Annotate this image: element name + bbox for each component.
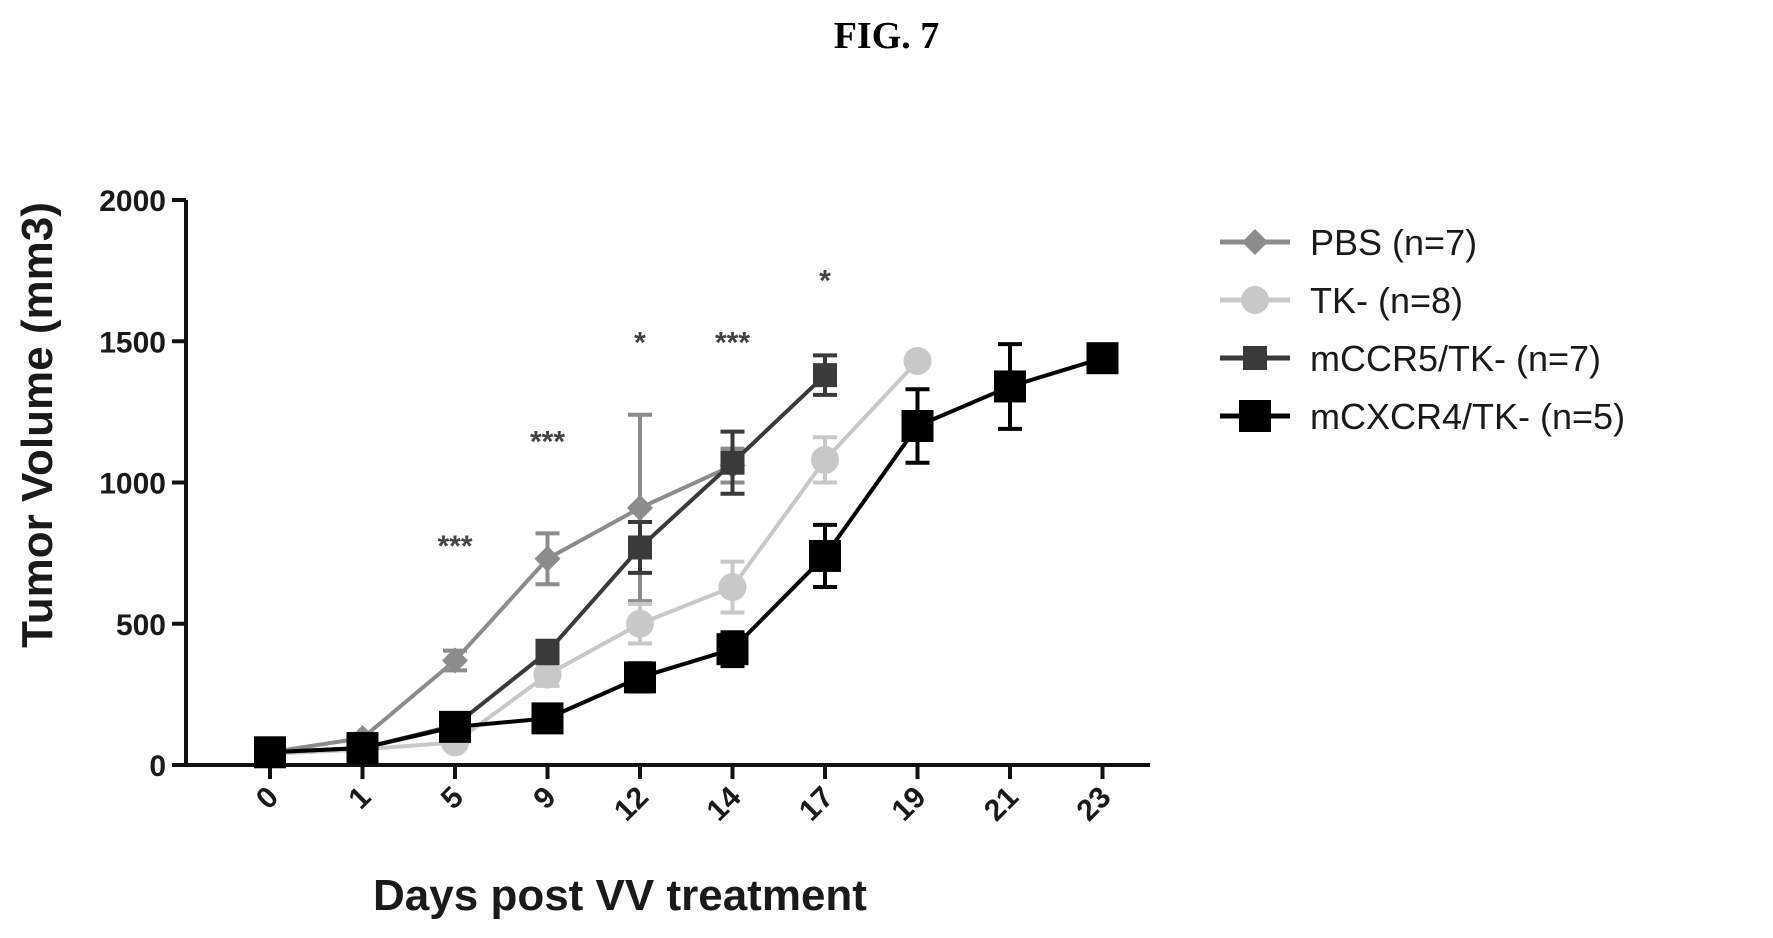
x-ticks: 0 1 5 9 12 14 17 19 21 23 — [250, 765, 1118, 828]
x-axis-title: Days post VV treatment — [373, 871, 867, 920]
data-point-marker — [628, 535, 652, 559]
legend-label: mCXCR4/TK- (n=5) — [1310, 396, 1625, 437]
data-point-marker — [627, 495, 653, 521]
data-point-marker — [1239, 400, 1271, 432]
legend-item: mCCR5/TK- (n=7) — [1220, 338, 1601, 379]
legend-label: TK- (n=8) — [1310, 280, 1463, 321]
series-1 — [257, 415, 746, 766]
significance-label: *** — [437, 530, 472, 563]
data-point-marker — [904, 347, 932, 375]
data-point-marker — [1241, 286, 1269, 314]
series-group — [254, 342, 1119, 768]
x-tick-label: 14 — [701, 780, 748, 827]
data-point-marker — [994, 370, 1026, 402]
x-tick-label: 17 — [793, 781, 840, 828]
data-point-marker — [721, 451, 745, 475]
significance-label: * — [819, 264, 831, 297]
data-point-marker — [902, 410, 934, 442]
significance-label: *** — [715, 327, 750, 360]
data-point-marker — [809, 540, 841, 572]
series-line — [270, 358, 1103, 752]
legend-item: PBS (n=7) — [1220, 222, 1477, 263]
legend-label: PBS (n=7) — [1310, 222, 1477, 263]
x-tick-label: 23 — [1071, 781, 1118, 828]
legend-item: mCXCR4/TK- (n=5) — [1220, 396, 1625, 437]
data-point-marker — [532, 702, 564, 734]
data-point-marker — [811, 446, 839, 474]
x-tick-label: 0 — [250, 781, 285, 816]
data-point-marker — [439, 711, 471, 743]
x-tick-label: 19 — [886, 781, 933, 828]
significance-label: *** — [530, 425, 565, 458]
significance-label: * — [634, 327, 646, 360]
y-tick-label: 0 — [149, 750, 166, 783]
data-point-marker — [626, 610, 654, 638]
axes: 0 500 1000 1500 2000 0 1 5 9 12 14 17 19 21 23 — [99, 185, 1150, 828]
y-axis-title: Tumor Volume (mm3) — [13, 202, 62, 648]
data-point-marker — [717, 633, 749, 665]
y-tick-label: 1000 — [99, 468, 166, 501]
data-point-marker — [624, 661, 656, 693]
data-point-marker — [1243, 346, 1267, 370]
y-tick-label: 1500 — [99, 326, 166, 359]
x-tick-label: 1 — [342, 781, 377, 816]
data-point-marker — [347, 732, 379, 764]
y-tick-label: 2000 — [99, 185, 166, 218]
data-point-marker — [813, 363, 837, 387]
x-tick-label: 9 — [527, 781, 562, 816]
data-point-marker — [536, 640, 560, 664]
legend-label: mCCR5/TK- (n=7) — [1310, 338, 1601, 379]
legend: PBS (n=7) TK- (n=8) mCCR5/TK- (n=7) mCXCR4/… — [1220, 222, 1625, 437]
data-point-marker — [719, 573, 747, 601]
data-point-marker — [1087, 342, 1119, 374]
data-point-marker — [1242, 229, 1268, 255]
legend-item: TK- (n=8) — [1220, 280, 1463, 321]
data-point-marker — [254, 736, 286, 768]
x-tick-label: 21 — [978, 781, 1025, 828]
x-tick-label: 5 — [435, 781, 470, 816]
x-tick-label: 12 — [608, 781, 655, 828]
y-ticks: 0 500 1000 1500 2000 — [99, 185, 186, 783]
series-4 — [254, 342, 1119, 768]
y-tick-label: 500 — [116, 609, 166, 642]
